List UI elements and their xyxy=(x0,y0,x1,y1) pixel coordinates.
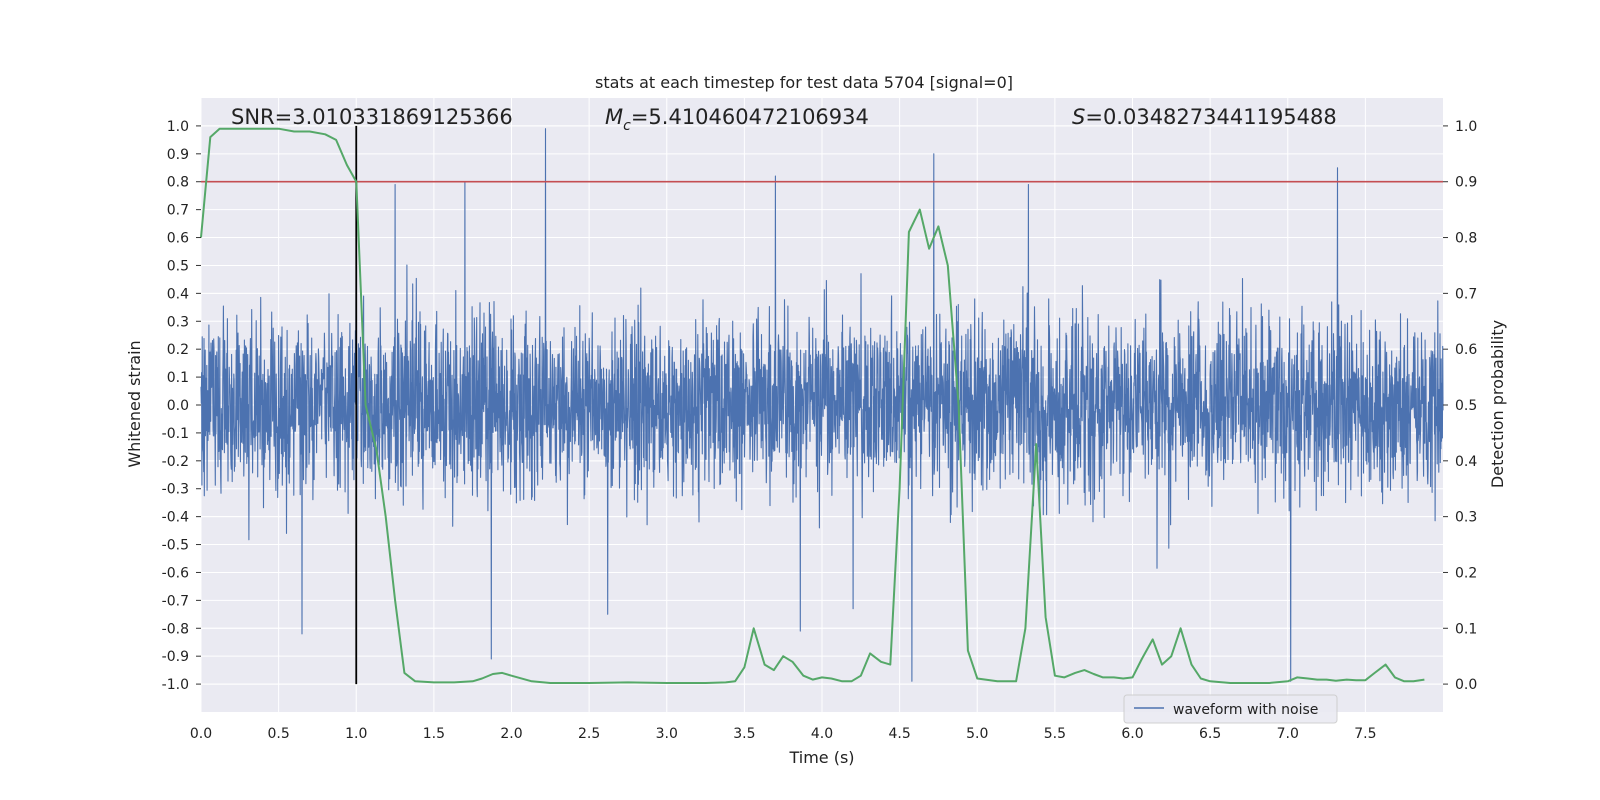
x-tick-label: 5.5 xyxy=(1044,726,1066,742)
y2-tick-label: 0.3 xyxy=(1455,510,1477,526)
y-tick-label: 0.3 xyxy=(167,314,189,330)
snr-annotation: SNR=3.010331869125366 xyxy=(231,105,513,129)
y-tick-label: 0.1 xyxy=(167,370,189,386)
x-tick-label: 6.5 xyxy=(1199,726,1221,742)
x-tick-label: 2.5 xyxy=(578,726,600,742)
y-tick-label: -0.3 xyxy=(162,482,189,498)
y2-tick-label: 0.6 xyxy=(1455,342,1477,358)
y2-tick-label: 0.7 xyxy=(1455,286,1477,302)
y-tick-label: 0.2 xyxy=(167,342,189,358)
x-tick-label: 0.0 xyxy=(190,726,212,742)
s-value: =0.0348273441195488 xyxy=(1085,105,1336,129)
y-tick-label: 1.0 xyxy=(167,119,189,135)
y-axis-title: Whitened strain xyxy=(125,340,144,467)
y-tick-label: -0.2 xyxy=(162,454,189,470)
y2-tick-label: 0.4 xyxy=(1455,454,1477,470)
s-symbol: S xyxy=(1072,105,1085,129)
y-tick-label: 0.4 xyxy=(167,286,189,302)
y2-tick-label: 0.0 xyxy=(1455,677,1477,693)
x-tick-label: 1.5 xyxy=(423,726,445,742)
y-tick-label: 0.7 xyxy=(167,203,189,219)
x-tick-label: 3.0 xyxy=(656,726,678,742)
s-annotation: S=0.0348273441195488 xyxy=(1072,105,1337,129)
y2-tick-label: 0.9 xyxy=(1455,175,1477,191)
y-tick-label: 0.8 xyxy=(167,175,189,191)
axes: 0.0 0.5 1.0 1.5 2.0 2.5 3.0 3.5 4.0 4.5 5.0 5.5 6.0 6… xyxy=(162,119,1478,742)
y2-axis-title: Detection probability xyxy=(1488,320,1507,488)
y-tick-label: -0.1 xyxy=(162,426,189,442)
y2-tick-label: 0.5 xyxy=(1455,398,1477,414)
y-tick-label: -0.8 xyxy=(162,621,189,637)
y-tick-label: -0.9 xyxy=(162,649,189,665)
y-tick-label: -1.0 xyxy=(162,677,189,693)
waveform-line xyxy=(200,128,1444,682)
x-tick-label: 7.0 xyxy=(1277,726,1299,742)
y-tick-label: -0.6 xyxy=(162,565,189,581)
y-tick-label: 0.6 xyxy=(167,231,189,247)
chirp-mass-subscript: c xyxy=(623,118,631,134)
y-tick-label: 0.0 xyxy=(167,398,189,414)
chirp-mass-value: =5.410460472106934 xyxy=(631,105,869,129)
chart-title: stats at each timestep for test data 570… xyxy=(595,73,1013,92)
overlay-layer xyxy=(200,125,1443,685)
x-tick-label: 6.0 xyxy=(1121,726,1143,742)
x-tick-label: 2.0 xyxy=(500,726,522,742)
y2-tick-label: 1.0 xyxy=(1455,119,1477,135)
chirp-mass-symbol: M xyxy=(605,105,623,129)
waveform-series xyxy=(200,128,1444,682)
x-tick-label: 4.5 xyxy=(888,726,910,742)
legend-box xyxy=(1123,694,1338,724)
y-tick-label: 0.5 xyxy=(167,258,189,274)
y2-tick-label: 0.1 xyxy=(1455,621,1477,637)
y-tick-label: -0.5 xyxy=(162,538,189,554)
x-tick-label: 1.0 xyxy=(345,726,367,742)
x-tick-label: 7.5 xyxy=(1354,726,1376,742)
x-tick-label: 3.5 xyxy=(733,726,755,742)
legend: waveform with noise xyxy=(1123,694,1338,724)
y-tick-label: -0.4 xyxy=(162,510,189,526)
y2-tick-label: 0.8 xyxy=(1455,231,1477,247)
chirp-mass-annotation: Mc=5.410460472106934 xyxy=(605,105,869,134)
y2-tick-label: 0.2 xyxy=(1455,565,1477,581)
detection-probability-line xyxy=(200,127,1425,684)
legend-label: waveform with noise xyxy=(1173,702,1318,718)
x-tick-label: 0.5 xyxy=(267,726,289,742)
x-axis-title: Time (s) xyxy=(788,748,854,767)
x-tick-label: 4.0 xyxy=(811,726,833,742)
x-tick-label: 5.0 xyxy=(966,726,988,742)
y-tick-label: 0.9 xyxy=(167,147,189,163)
y-tick-label: -0.7 xyxy=(162,593,189,609)
